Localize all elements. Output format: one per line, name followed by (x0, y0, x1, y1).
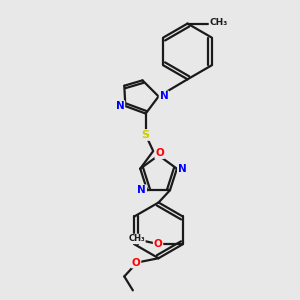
Text: N: N (137, 185, 146, 195)
Text: CH₃: CH₃ (128, 234, 145, 243)
Text: O: O (155, 148, 164, 158)
Text: CH₃: CH₃ (209, 18, 228, 27)
Text: O: O (132, 257, 140, 268)
Text: N: N (116, 101, 124, 111)
Text: N: N (178, 164, 187, 174)
Text: S: S (142, 130, 150, 140)
Text: N: N (160, 92, 168, 101)
Text: O: O (154, 239, 162, 249)
